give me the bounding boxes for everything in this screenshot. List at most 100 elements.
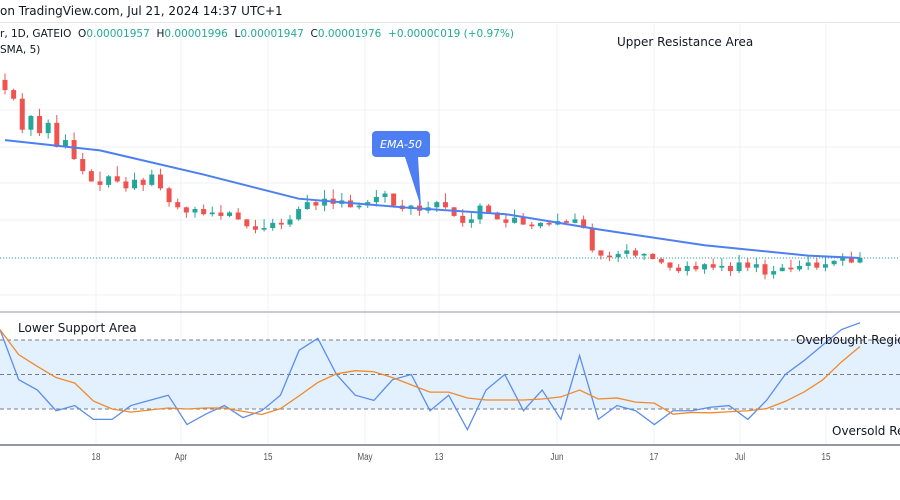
candle xyxy=(244,219,250,227)
candle xyxy=(11,90,17,99)
candle xyxy=(322,198,328,206)
candle xyxy=(702,264,708,270)
candle xyxy=(710,264,716,268)
candle xyxy=(201,209,207,215)
candle xyxy=(676,267,682,272)
candle xyxy=(54,122,60,147)
candle xyxy=(572,219,578,223)
candle xyxy=(486,205,492,213)
candle xyxy=(235,212,241,220)
candle xyxy=(373,196,379,203)
candle xyxy=(745,262,751,268)
lower-support-label: Lower Support Area xyxy=(18,321,137,335)
ema-50-line xyxy=(4,139,861,259)
candle xyxy=(857,258,863,263)
rsi-sma-line xyxy=(0,329,861,416)
candle xyxy=(442,202,448,208)
candle xyxy=(132,179,138,189)
x-tick: May xyxy=(357,452,373,463)
candle xyxy=(840,257,846,261)
candle xyxy=(615,253,621,258)
candle xyxy=(503,219,509,223)
candle xyxy=(831,260,837,265)
candle xyxy=(753,264,759,268)
callout-pointer xyxy=(405,157,421,207)
candle xyxy=(658,259,664,263)
candle xyxy=(296,209,302,220)
rsi-line xyxy=(0,322,861,432)
x-tick: Jun xyxy=(550,452,564,463)
candle xyxy=(546,222,552,225)
candle xyxy=(88,171,94,182)
candle xyxy=(512,217,518,223)
high-value: 0.00001996 xyxy=(164,28,228,40)
candle xyxy=(270,222,276,228)
candle xyxy=(797,265,803,270)
candle xyxy=(140,179,146,185)
candle xyxy=(97,181,103,185)
x-tick: 15 xyxy=(263,452,273,463)
candle xyxy=(598,250,604,256)
open-label: O xyxy=(78,28,87,40)
candle xyxy=(563,221,569,223)
candle xyxy=(2,79,8,91)
low-label: L xyxy=(234,28,241,40)
candle xyxy=(529,224,535,227)
candle xyxy=(28,115,34,130)
candle xyxy=(157,174,163,189)
close-label: C xyxy=(310,28,318,40)
candle xyxy=(252,226,258,230)
candle xyxy=(667,262,673,268)
candle xyxy=(494,212,500,220)
candle xyxy=(37,115,43,134)
candle xyxy=(123,181,129,189)
candle xyxy=(391,193,397,206)
high-label: H xyxy=(156,28,165,40)
x-tick: 15 xyxy=(821,452,831,463)
x-tick: 18 xyxy=(91,452,101,463)
candle xyxy=(641,253,647,256)
candle xyxy=(727,265,733,272)
candle xyxy=(848,257,854,263)
candle xyxy=(287,219,293,225)
candle xyxy=(624,250,630,254)
candle xyxy=(719,265,725,268)
candle xyxy=(736,262,742,272)
candle xyxy=(227,212,233,216)
overbought-label: Overbought Region xyxy=(796,333,900,347)
candle xyxy=(607,255,613,258)
candle xyxy=(650,253,656,260)
candle xyxy=(520,217,526,225)
x-tick: 13 xyxy=(434,452,444,463)
candle xyxy=(684,265,690,272)
symbol-info: r, 1D, GATEIO xyxy=(0,28,72,40)
candle xyxy=(80,159,86,172)
candle xyxy=(434,202,440,208)
candle xyxy=(589,228,595,251)
candle xyxy=(62,140,68,147)
candle xyxy=(632,250,638,256)
oversold-label: Oversold Reg xyxy=(832,424,900,438)
candle xyxy=(468,219,474,223)
candle xyxy=(114,176,120,182)
candle xyxy=(762,264,768,275)
candle xyxy=(537,222,543,227)
candle xyxy=(106,176,112,185)
candle xyxy=(183,207,189,213)
ohlc-legend: r, 1D, GATEIO O0.00001957 H0.00001996 L0… xyxy=(0,28,514,40)
candle xyxy=(814,262,820,268)
x-tick: Jul xyxy=(734,452,746,463)
candle xyxy=(45,122,51,134)
header-divider xyxy=(0,22,900,23)
candle xyxy=(149,174,155,185)
candle xyxy=(166,188,172,203)
ema-50-callout: EMA-50 xyxy=(372,131,430,157)
x-tick: Apr xyxy=(174,452,188,463)
candle xyxy=(822,264,828,268)
candle xyxy=(19,98,25,130)
candle xyxy=(356,205,362,208)
candle xyxy=(304,202,310,210)
low-value: 0.00001947 xyxy=(240,28,304,40)
candle xyxy=(382,193,388,197)
